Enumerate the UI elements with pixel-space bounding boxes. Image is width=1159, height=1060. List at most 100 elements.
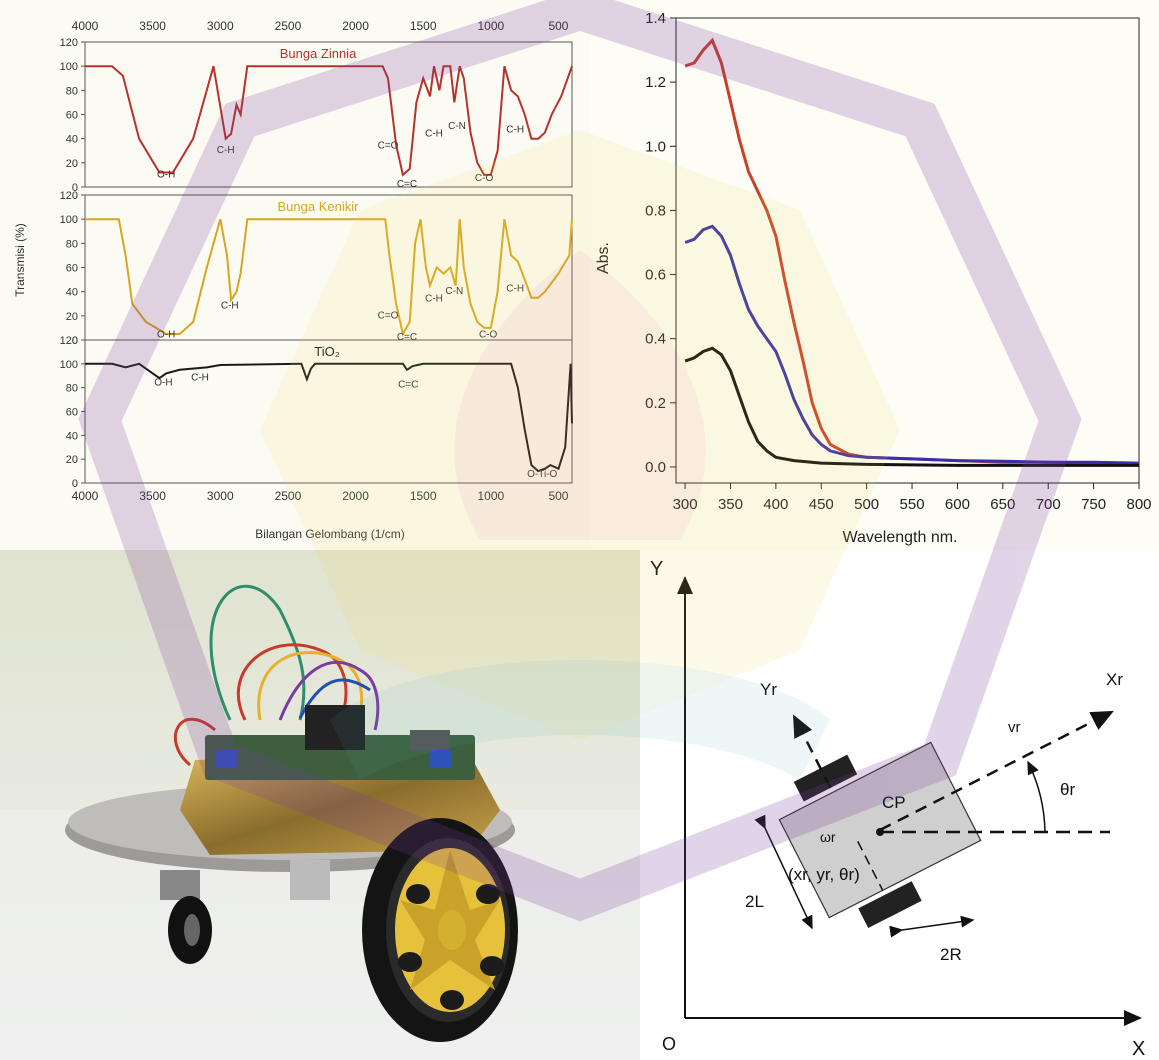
ftir-y-tick-label: 20 (66, 311, 78, 323)
ftir-band-annotation: O-H (157, 330, 175, 341)
ftir-y-tick-label: 100 (60, 359, 78, 371)
jumper-wires (173, 584, 380, 767)
ftir-y-tick-label: 100 (60, 61, 78, 73)
ftir-y-tick-label: 20 (66, 158, 78, 170)
uv-y-tick-label: 1.0 (645, 138, 666, 155)
robot-photo (0, 550, 640, 1060)
ftir-y-tick-label: 0 (72, 478, 78, 490)
width-dimension (754, 814, 813, 930)
ftir-subplot: 0 20 40 60 80 100 120 TiO₂ O-H C-H C=C O-Ti-O (60, 335, 573, 490)
ftir-band-annotation: C=C (397, 332, 417, 343)
ftir-series-line (85, 362, 573, 473)
robot-illustration (0, 550, 640, 1060)
uv-series-line (684, 346, 1139, 467)
ftir-top-x-tick-label: 2000 (342, 19, 369, 33)
uv-lines (684, 37, 1140, 467)
ftir-plots: 0 20 40 60 80 100 120 Bunga Zinnia O-H C-H C=O C=C C… (60, 37, 573, 490)
ftir-bottom-x-tick-label: 1000 (477, 489, 504, 503)
ftir-y-tick-label: 60 (66, 407, 78, 419)
uv-x-tick-label: 550 (900, 496, 925, 513)
uv-series-line (684, 37, 1140, 466)
ftir-top-x-tick-label: 500 (548, 19, 568, 33)
ftir-band-annotation: C-H (506, 125, 524, 136)
ftir-bottom-x-tick-label: 3000 (207, 489, 234, 503)
ftir-top-x-tick-label: 2500 (275, 19, 302, 33)
theta-arc (1027, 760, 1046, 833)
ftir-bottom-x-ticks: 4000 3500 3000 2500 2000 1500 1000 500 (72, 489, 569, 503)
ftir-band-annotation: C-O (479, 330, 498, 341)
ftir-y-tick-label: 60 (66, 110, 78, 122)
omega-label: ωr (820, 829, 836, 845)
ftir-y-tick-label: 40 (66, 287, 78, 299)
uv-x-tick-label: 750 (1081, 496, 1106, 513)
ftir-y-tick-label: 0 (72, 335, 78, 347)
ftir-y-tick-label: 120 (60, 37, 78, 49)
ftir-band-annotation: C-N (445, 286, 463, 297)
ftir-chart: 4000 3500 3000 2500 2000 1500 1000 500 02040608… (13, 19, 573, 541)
ftir-chart-panel: 4000 3500 3000 2500 2000 1500 1000 500 0 20 40 60 8… (0, 0, 590, 550)
uv-y-tick-label: 0.0 (645, 459, 666, 476)
ftir-band-annotation: C-O (475, 173, 494, 184)
ftir-subplot: 0 20 40 60 80 100 120 Bunga Kenikir O-H C-H C=O C=C… (60, 190, 573, 347)
robot-x-axis (879, 710, 1114, 832)
ftir-bottom-x-tick-label: 4000 (72, 489, 99, 503)
ftir-y-tick-label: 40 (66, 430, 78, 442)
ftir-subplot-frame (84, 339, 573, 484)
theta-label: θr (1060, 780, 1075, 799)
uv-x-tick-label: 400 (763, 496, 788, 513)
ftir-top-x-tick-label: 1500 (410, 19, 437, 33)
uv-ticks: 300 350 400 450 500 550 600 650 700 750 800 0.0 0.2 0… (645, 10, 1151, 513)
robot-y-axis (793, 714, 832, 789)
ftir-band-annotation: C-H (425, 128, 443, 139)
origin-label: O (662, 1034, 676, 1054)
ftir-band-annotation: C=C (397, 179, 417, 190)
ftir-y-tick-label: 20 (66, 454, 78, 466)
uv-y-tick-label: 1.2 (645, 74, 666, 91)
ftir-y-tick-label: 80 (66, 85, 78, 97)
ftir-y-tick-label: 100 (60, 214, 78, 226)
ftir-band-annotation: C-H (425, 293, 443, 304)
ftir-y-tick-label: 80 (66, 383, 78, 395)
uv-x-tick-label: 700 (1036, 496, 1061, 513)
ftir-top-x-tick-label: 3500 (139, 19, 166, 33)
ftir-y-axis-label: Transmisi (%) (13, 223, 27, 297)
wheel-dimension (889, 915, 975, 938)
kinematics-diagram: Y X O Yr Xr vr θr CP ωr (xr, yr, θr) 2L … (640, 550, 1159, 1060)
ftir-subplot-title: Bunga Kenikir (278, 199, 360, 214)
velocity-label: vr (1008, 719, 1021, 736)
ftir-y-tick-label: 120 (60, 335, 78, 347)
ftir-subplot: 0 20 40 60 80 100 120 Bunga Zinnia O-H C-H C=O C=C C… (60, 37, 573, 194)
uv-x-tick-label: 800 (1126, 496, 1151, 513)
uv-chart: 300 350 400 450 500 550 600 650 700 750 800 0.0 0.2 0… (595, 10, 1152, 546)
ftir-band-annotation: C-H (217, 145, 235, 156)
robot-body-group (778, 710, 1114, 929)
ftir-band-annotation: O-H (157, 169, 175, 180)
pose-label: (xr, yr, θr) (788, 865, 860, 884)
ftir-y-tick-label: 40 (66, 134, 78, 146)
uv-x-tick-label: 350 (718, 496, 743, 513)
uv-y-tick-label: 1.4 (645, 10, 666, 27)
ftir-band-annotation: C-H (221, 301, 239, 312)
global-y-label: Y (650, 558, 663, 580)
ftir-top-x-tick-label: 1000 (477, 19, 504, 33)
uv-plot-frame (675, 17, 1140, 484)
controller-board (205, 735, 475, 780)
width-label: 2L (745, 892, 764, 911)
ftir-top-x-ticks: 4000 3500 3000 2500 2000 1500 1000 500 (72, 19, 569, 33)
ftir-band-annotation: C=O (378, 140, 399, 151)
robot-x-label: Xr (1106, 670, 1123, 689)
ftir-series-line (85, 218, 573, 337)
center-point-dot (876, 828, 884, 836)
uv-x-tick-label: 650 (990, 496, 1015, 513)
robot-y-label: Yr (760, 680, 777, 699)
ftir-bottom-x-tick-label: 1500 (410, 489, 437, 503)
kinematics-svg: Y X O Yr Xr vr θr CP ωr (xr, yr, θr) 2L … (650, 558, 1145, 1060)
ftir-y-tick-label: 80 (66, 238, 78, 250)
uv-y-tick-label: 0.8 (645, 202, 666, 219)
motor (290, 860, 330, 900)
uv-x-tick-label: 450 (809, 496, 834, 513)
ftir-bottom-x-tick-label: 3500 (139, 489, 166, 503)
ftir-band-annotation: O-H (154, 377, 172, 388)
global-x-label: X (1132, 1038, 1145, 1060)
caster-wheel (160, 870, 212, 964)
